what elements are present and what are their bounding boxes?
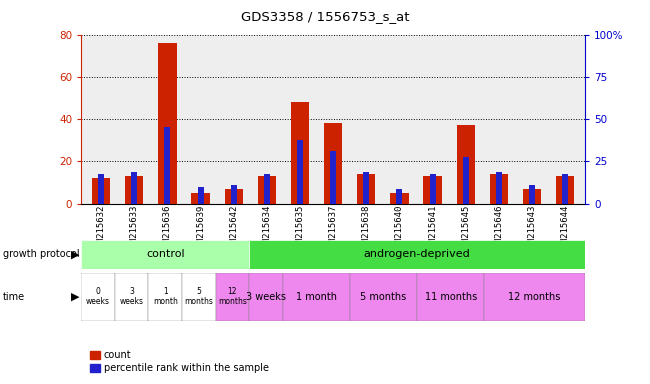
Bar xyxy=(131,172,137,204)
Bar xyxy=(556,176,574,204)
Bar xyxy=(529,185,535,204)
Bar xyxy=(390,193,408,204)
Bar xyxy=(192,193,210,204)
Bar xyxy=(430,174,436,204)
Bar xyxy=(258,176,276,204)
Bar xyxy=(216,273,249,321)
Bar xyxy=(350,273,417,321)
Bar xyxy=(115,273,148,321)
Bar xyxy=(283,273,350,321)
Bar xyxy=(81,273,115,321)
Text: GDS3358 / 1556753_s_at: GDS3358 / 1556753_s_at xyxy=(240,10,410,23)
Bar xyxy=(291,102,309,204)
Bar xyxy=(324,123,343,204)
Text: 5
months: 5 months xyxy=(185,287,213,306)
Text: 3
weeks: 3 weeks xyxy=(120,287,144,306)
Bar xyxy=(489,174,508,204)
Bar xyxy=(249,273,283,321)
Bar xyxy=(463,157,469,204)
Bar xyxy=(484,273,585,321)
Bar xyxy=(417,273,484,321)
Bar xyxy=(92,178,111,204)
Bar xyxy=(330,151,336,204)
Text: growth protocol: growth protocol xyxy=(3,249,80,260)
Text: ▶: ▶ xyxy=(70,249,79,260)
Bar xyxy=(198,187,203,204)
Bar xyxy=(423,176,441,204)
Text: time: time xyxy=(3,291,25,302)
Text: 0
weeks: 0 weeks xyxy=(86,287,110,306)
Bar xyxy=(182,273,216,321)
Text: androgen-deprived: androgen-deprived xyxy=(364,249,471,260)
Bar xyxy=(264,174,270,204)
Text: 5 months: 5 months xyxy=(360,291,407,302)
Bar xyxy=(496,172,502,204)
Bar xyxy=(396,189,402,204)
Bar xyxy=(159,43,177,204)
Legend: count, percentile rank within the sample: count, percentile rank within the sample xyxy=(86,346,272,377)
Bar xyxy=(249,240,585,269)
Bar xyxy=(363,172,369,204)
Bar xyxy=(81,240,249,269)
Bar xyxy=(357,174,376,204)
Text: 11 months: 11 months xyxy=(424,291,477,302)
Bar xyxy=(125,176,144,204)
Text: control: control xyxy=(146,249,185,260)
Bar xyxy=(231,185,237,204)
Bar xyxy=(523,189,541,204)
Bar xyxy=(562,174,568,204)
Bar xyxy=(456,126,474,204)
Bar xyxy=(297,140,303,204)
Bar xyxy=(98,174,104,204)
Text: 12 months: 12 months xyxy=(508,291,561,302)
Text: 3 weeks: 3 weeks xyxy=(246,291,286,302)
Text: 1 month: 1 month xyxy=(296,291,337,302)
Text: 1
month: 1 month xyxy=(153,287,177,306)
Bar xyxy=(164,127,170,204)
Text: 12
months: 12 months xyxy=(218,287,247,306)
Bar xyxy=(225,189,243,204)
Bar xyxy=(148,273,182,321)
Text: ▶: ▶ xyxy=(70,291,79,302)
